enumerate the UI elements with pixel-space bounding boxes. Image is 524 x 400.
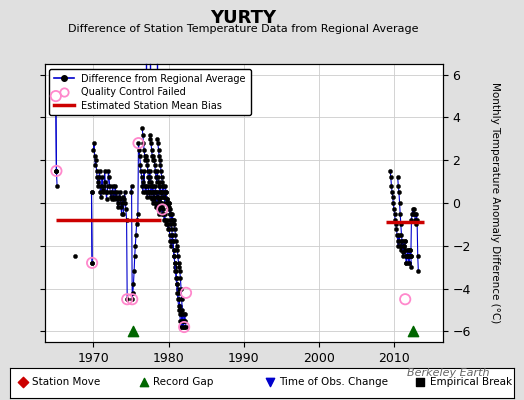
Point [416,379,424,386]
Legend: Difference from Regional Average, Quality Control Failed, Estimated Station Mean: Difference from Regional Average, Qualit… [49,69,251,115]
Point [123,296,132,302]
Text: Time of Obs. Change: Time of Obs. Change [279,378,388,387]
Point [52,168,61,174]
Point [409,328,417,334]
Text: Difference of Station Temperature Data from Regional Average: Difference of Station Temperature Data f… [69,24,419,34]
Text: YURTY: YURTY [211,9,277,27]
Point [265,379,274,386]
Point [182,290,190,296]
Point [158,206,167,213]
Point [139,379,148,386]
Point [401,296,409,302]
Point [19,379,27,386]
Text: Berkeley Earth: Berkeley Earth [408,368,490,378]
Point [88,260,96,266]
Point [180,324,188,330]
Text: Record Gap: Record Gap [153,378,213,387]
Point [134,140,143,146]
Point [128,296,136,302]
Point [128,328,137,334]
Text: Station Move: Station Move [32,378,101,387]
Text: Empirical Break: Empirical Break [430,378,511,387]
Y-axis label: Monthly Temperature Anomaly Difference (°C): Monthly Temperature Anomaly Difference (… [490,82,500,324]
Point [52,93,60,99]
